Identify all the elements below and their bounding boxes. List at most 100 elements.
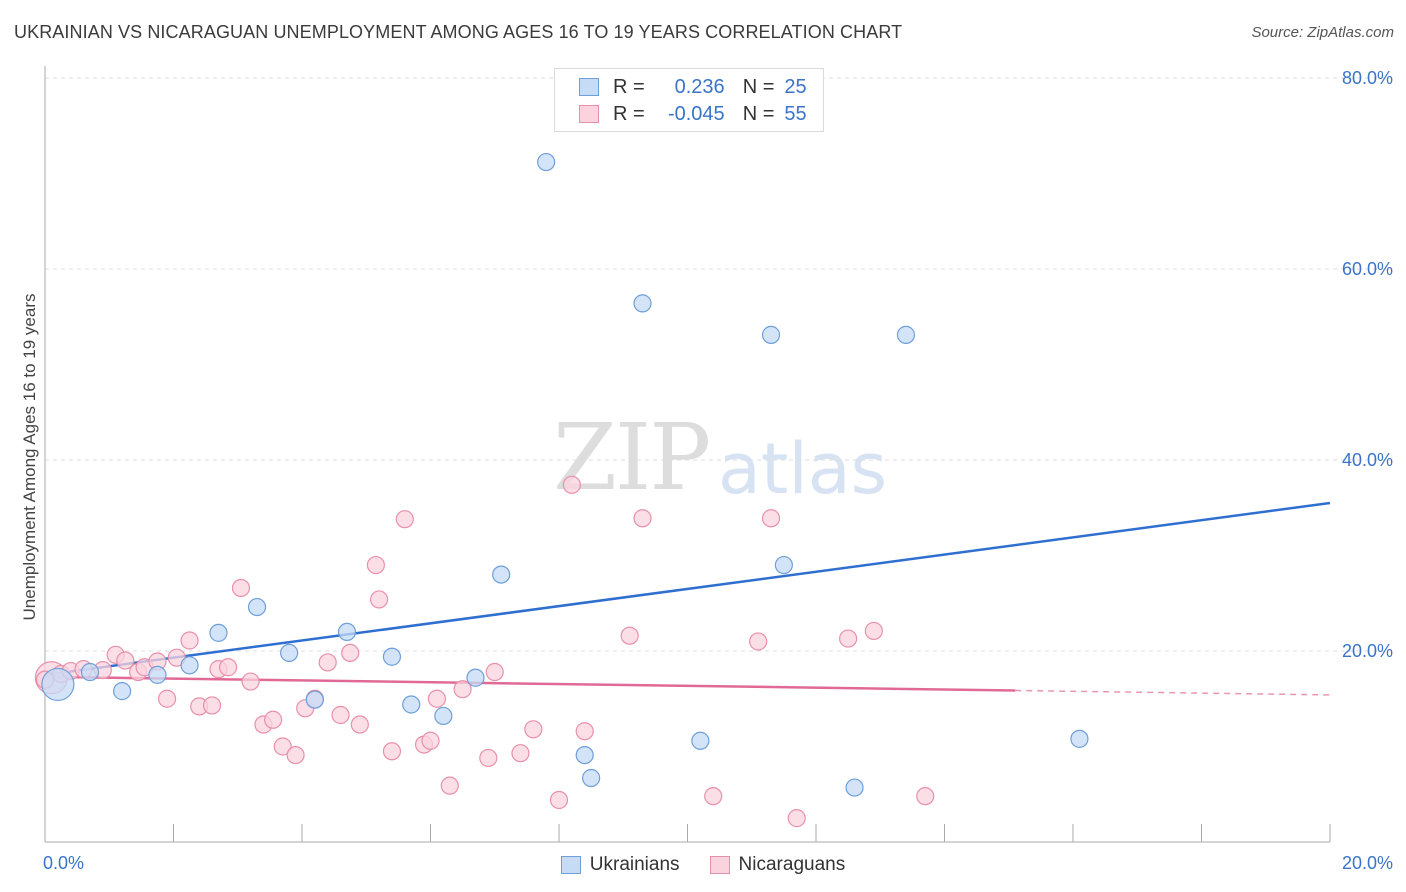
- legend-swatch-nicaraguans: [709, 856, 730, 874]
- point-nicaraguans: [485, 662, 504, 682]
- point-ukrainians: [280, 643, 299, 663]
- data-points: [34, 152, 1089, 828]
- watermark-atlas: atlas: [718, 428, 888, 510]
- point-ukrainians: [305, 690, 324, 709]
- point-ukrainians: [633, 294, 652, 313]
- point-ukrainians: [537, 152, 556, 172]
- trend-line-nicaraguans: [44, 675, 1016, 692]
- point-nicaraguans: [562, 475, 581, 494]
- legend-item-ukrainians[interactable]: Ukrainians: [560, 854, 680, 876]
- source-label: Source: ZipAtlas.com: [1251, 24, 1394, 41]
- tick-labels: 20.0% 40.0% 60.0% 80.0% 0.0% 20.0%: [43, 68, 1393, 873]
- chart-title: UKRAINIAN VS NICARAGUAN UNEMPLOYMENT AMO…: [14, 22, 903, 42]
- point-nicaraguans: [549, 790, 569, 810]
- point-nicaraguans: [511, 744, 530, 763]
- legend-swatch-ukrainians: [579, 78, 599, 96]
- legend-label-nicaraguans: Nicaraguans: [738, 854, 846, 875]
- point-ukrainians: [691, 731, 710, 750]
- series-legend: Ukrainians Nicaraguans: [0, 852, 1406, 878]
- legend-n-label: N =: [742, 75, 775, 98]
- legend-r-label: R =: [613, 75, 645, 98]
- point-nicaraguans: [704, 787, 723, 806]
- point-ukrainians: [382, 647, 402, 666]
- point-nicaraguans: [341, 643, 360, 663]
- legend-n-value: 25: [784, 75, 807, 98]
- y-tick-label: 60.0%: [1342, 259, 1393, 279]
- point-nicaraguans: [524, 720, 543, 739]
- point-ukrainians: [148, 665, 167, 684]
- legend-r-value: 0.236: [674, 75, 725, 98]
- point-nicaraguans: [427, 689, 447, 708]
- trend-line-ukrainians: [44, 501, 1331, 677]
- legend-item-nicaraguans[interactable]: Nicaraguans: [709, 854, 846, 876]
- trend-lines: [44, 501, 1331, 696]
- point-ukrainians: [774, 555, 793, 575]
- point-ukrainians: [896, 325, 916, 344]
- point-nicaraguans: [479, 748, 498, 768]
- point-nicaraguans: [350, 715, 369, 734]
- point-ukrainians: [80, 662, 100, 682]
- point-nicaraguans: [219, 658, 238, 677]
- legend-n-label: N =: [742, 102, 775, 125]
- point-nicaraguans: [241, 672, 260, 691]
- point-nicaraguans: [263, 710, 283, 729]
- point-ukrainians: [41, 667, 75, 702]
- point-nicaraguans: [839, 629, 858, 648]
- legend-r-value: -0.045: [667, 102, 725, 125]
- x-tick-label: 0.0%: [43, 853, 84, 873]
- point-nicaraguans: [749, 632, 768, 651]
- point-ukrainians: [761, 325, 781, 344]
- point-nicaraguans: [202, 696, 222, 715]
- point-ukrainians: [1070, 729, 1089, 748]
- trend-line-extension-nicaraguans: [1015, 689, 1331, 696]
- point-nicaraguans: [366, 555, 385, 575]
- point-nicaraguans: [286, 745, 305, 765]
- point-nicaraguans: [370, 590, 389, 609]
- point-ukrainians: [337, 622, 357, 642]
- legend-swatch-ukrainians: [560, 856, 581, 874]
- legend-r-label: R =: [613, 102, 645, 125]
- point-nicaraguans: [864, 621, 883, 641]
- point-nicaraguans: [575, 722, 594, 741]
- y-tick-label: 40.0%: [1342, 450, 1393, 470]
- point-ukrainians: [434, 706, 453, 726]
- point-nicaraguans: [916, 787, 935, 806]
- point-nicaraguans: [273, 737, 292, 756]
- correlation-legend: R = 0.236 N = 25 R = -0.045 N = 55: [554, 68, 824, 132]
- point-nicaraguans: [318, 653, 337, 672]
- point-ukrainians: [112, 682, 132, 701]
- point-nicaraguans: [421, 731, 440, 750]
- point-ukrainians: [466, 668, 485, 687]
- point-ukrainians: [492, 565, 511, 584]
- legend-label-ukrainians: Ukrainians: [589, 854, 680, 875]
- point-ukrainians: [582, 768, 601, 788]
- point-nicaraguans: [231, 578, 251, 598]
- y-tick-label: 20.0%: [1342, 641, 1393, 661]
- point-ukrainians: [575, 745, 594, 765]
- point-nicaraguans: [116, 651, 135, 670]
- point-nicaraguans: [331, 705, 350, 725]
- legend-row-ukrainians: R = 0.236 N = 25: [579, 75, 807, 99]
- point-nicaraguans: [157, 689, 177, 708]
- point-nicaraguans: [395, 510, 414, 529]
- point-nicaraguans: [180, 631, 199, 650]
- point-ukrainians: [247, 597, 267, 617]
- point-nicaraguans: [440, 776, 459, 795]
- point-nicaraguans: [787, 809, 806, 828]
- watermark-zip: ZIP: [553, 404, 711, 511]
- point-ukrainians: [845, 778, 864, 797]
- point-ukrainians: [402, 695, 421, 714]
- point-nicaraguans: [382, 742, 402, 761]
- point-nicaraguans: [453, 680, 472, 699]
- legend-swatch-nicaraguans: [579, 105, 599, 123]
- legend-n-value: 55: [784, 102, 807, 125]
- point-nicaraguans: [620, 626, 639, 645]
- point-ukrainians: [209, 623, 228, 642]
- point-ukrainians: [180, 656, 199, 675]
- legend-row-nicaraguans: R = -0.045 N = 55: [579, 102, 807, 126]
- point-nicaraguans: [761, 509, 781, 528]
- point-nicaraguans: [633, 509, 652, 528]
- y-tick-label: 80.0%: [1342, 68, 1393, 88]
- axes: [44, 66, 1331, 843]
